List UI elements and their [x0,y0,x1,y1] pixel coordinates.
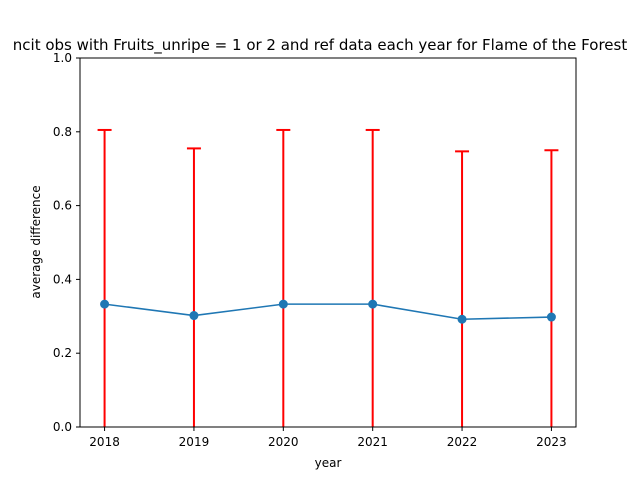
y-tick-label-0.8: 0.8 [53,125,72,139]
x-tick-label-2018: 2018 [89,435,120,449]
data-point-2020 [278,299,288,309]
x-tick-label-2021: 2021 [357,435,388,449]
x-tick-label-2023: 2023 [536,435,567,449]
y-tick-label-0.2: 0.2 [53,346,72,360]
data-point-2018 [100,299,110,309]
series-line [104,303,552,321]
data-point-2021 [368,299,378,309]
plot-area [97,128,559,427]
x-tick-label-2022: 2022 [447,435,478,449]
axes: 2018 2019 2020 2021 2022 2023 0.0 0.2 0.4 0.6 0.8 1… [53,51,567,449]
y-tick-label-0.4: 0.4 [53,272,72,286]
y-tick-label-1.0: 1.0 [53,51,72,65]
y-tick-label-0.6: 0.6 [53,199,72,213]
y-tick-label-0.0: 0.0 [53,420,72,434]
data-point-2023 [546,312,556,322]
chart-title: ncit obs with Fruits_unripe = 1 or 2 and… [13,36,628,55]
plot-frame [79,57,577,428]
y-axis-label: average difference [29,185,43,298]
x-tick-label-2019: 2019 [179,435,210,449]
data-point-2022 [457,314,467,324]
x-axis-label: year [315,456,342,470]
data-point-2019 [189,311,199,321]
x-tick-label-2020: 2020 [268,435,299,449]
